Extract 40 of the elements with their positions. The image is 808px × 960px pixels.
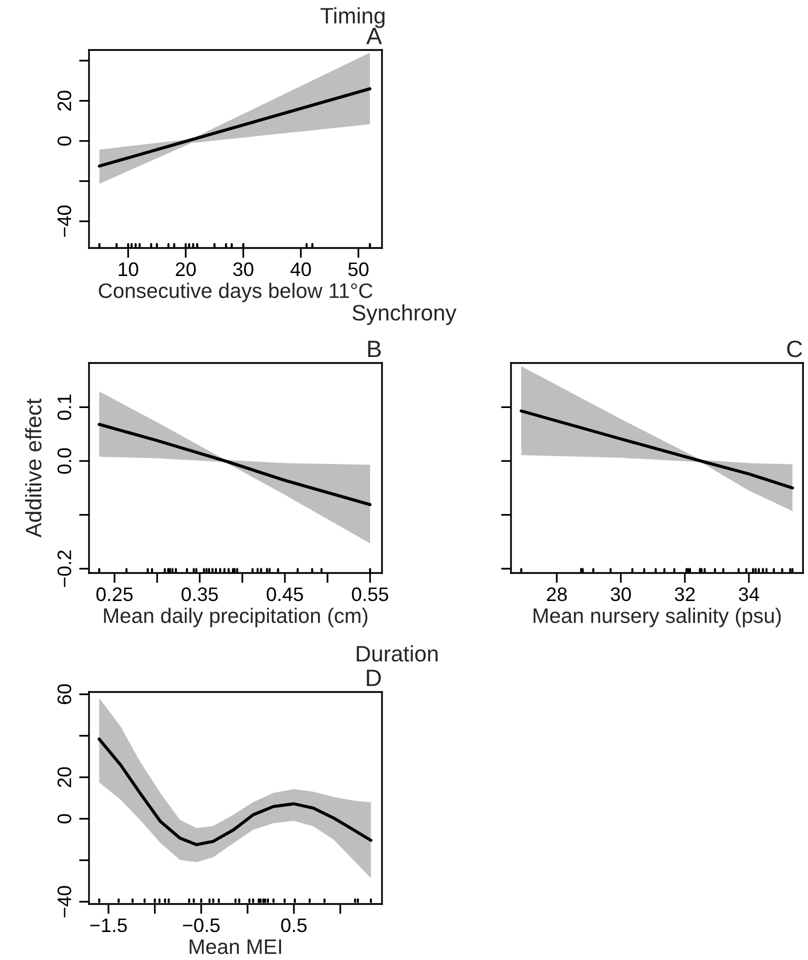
chart-title: Synchrony [352, 304, 456, 325]
x-tick-label: 30 [233, 262, 254, 276]
y-tick-label: −40 [58, 886, 72, 918]
y-tick-label: 20 [58, 90, 72, 111]
x-tick-label: −1.5 [90, 918, 127, 932]
x-tick-label: 34 [738, 587, 760, 602]
y-tick-label: 60 [58, 684, 72, 704]
x-axis-title: Mean daily precipitation (cm) [104, 608, 368, 628]
text: C [787, 340, 802, 358]
x-tick-label: 30 [610, 587, 631, 602]
y-tick-label: −40 [58, 206, 72, 237]
x-tick-label: 0.35 [182, 587, 218, 602]
x-tick-label: 10 [118, 262, 138, 276]
x-tick-label: 32 [674, 587, 695, 602]
x-tick-label: 0.25 [96, 587, 133, 602]
text: B [368, 340, 381, 358]
text: D [366, 670, 381, 686]
y-tick-label: 0 [58, 136, 72, 146]
x-axis-title: Consecutive days below 11°C [98, 282, 372, 302]
x-tick-label: 0.5 [281, 918, 307, 932]
y-tick-label: 0 [58, 814, 72, 824]
chart-title: Duration [356, 645, 438, 662]
x-tick-label: 40 [290, 262, 311, 276]
text: A [366, 28, 382, 44]
x-tick-label: 50 [348, 262, 368, 276]
x-tick-label: −0.5 [182, 918, 220, 932]
y-axis-title: Additive effect [25, 398, 42, 538]
x-tick-label: 0.55 [352, 587, 388, 602]
x-tick-label: 28 [546, 587, 567, 602]
x-tick-label: 0.45 [266, 587, 304, 602]
line-series [98, 738, 372, 846]
line-series [98, 422, 372, 506]
y-tick-label: 0.0 [58, 448, 72, 474]
x-axis-title: Mean nursery salinity (psu) [534, 608, 781, 628]
y-tick-label: 0.1 [58, 394, 72, 420]
chart-title: Timing [320, 7, 384, 28]
y-tick-label: −0.2 [58, 550, 72, 587]
x-tick-label: 20 [176, 262, 196, 276]
y-tick-label: 20 [58, 767, 72, 788]
x-axis-title: Mean MEI [190, 940, 282, 954]
